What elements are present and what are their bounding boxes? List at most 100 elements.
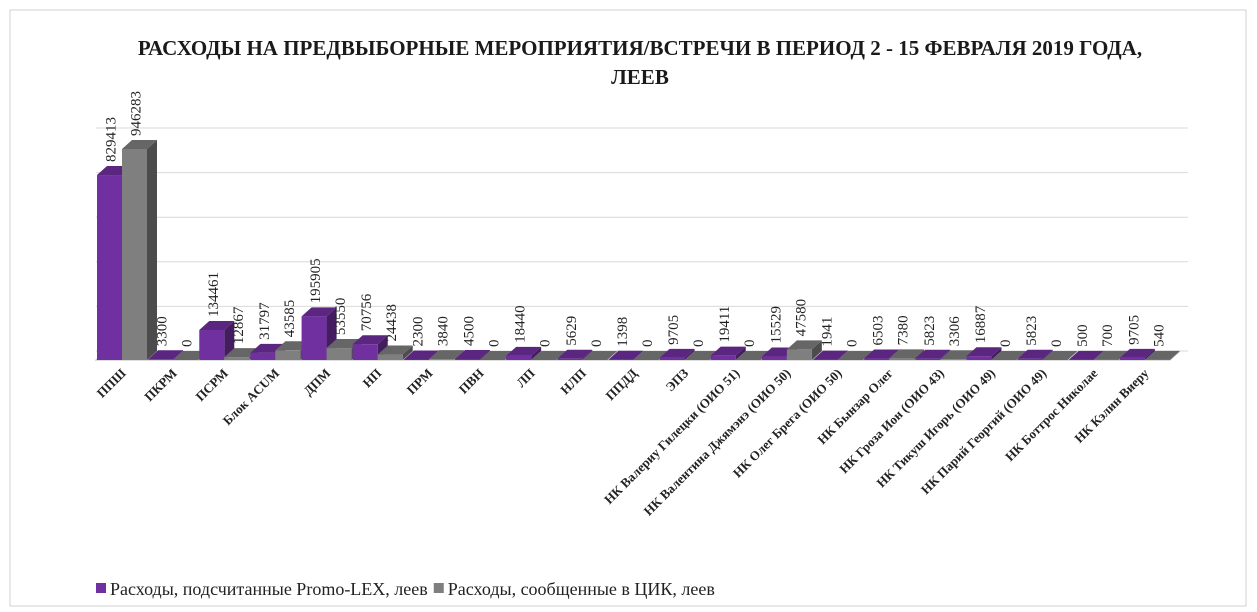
bar-top	[428, 350, 464, 360]
bar-top	[531, 351, 567, 360]
data-label: 31797	[257, 302, 273, 340]
bar-side	[224, 321, 235, 360]
bar-front	[377, 354, 403, 360]
bar	[991, 351, 1027, 360]
bar-top	[1042, 351, 1078, 360]
bar-front	[710, 355, 736, 360]
bar	[377, 345, 413, 360]
bar-top	[838, 351, 873, 360]
legend-swatch	[96, 583, 106, 593]
bar-top	[506, 346, 542, 356]
data-label: 946283	[129, 91, 145, 136]
bar-front	[455, 358, 480, 360]
data-label: 3840	[435, 316, 451, 346]
bar-side	[1169, 350, 1180, 360]
bar	[557, 349, 593, 360]
bar-top	[148, 350, 184, 360]
bar-front	[915, 358, 941, 360]
bar-top	[786, 340, 822, 350]
bar-side	[402, 345, 413, 360]
bar-top	[813, 350, 848, 360]
bar-top	[864, 349, 900, 359]
bar-side	[811, 340, 822, 360]
data-label: 5629	[564, 316, 580, 346]
bar-top	[301, 307, 337, 317]
data-label: 195905	[308, 258, 324, 303]
bar-top	[966, 347, 1002, 357]
bar-front	[940, 359, 966, 360]
bar-front	[97, 175, 122, 360]
bar-front	[786, 349, 812, 360]
bar-side	[633, 350, 644, 360]
data-label: 134461	[206, 272, 222, 317]
bar-front	[326, 348, 352, 360]
bar	[1017, 349, 1053, 360]
bar-front	[275, 350, 301, 360]
data-label: 19411	[717, 306, 733, 343]
bar-top	[1119, 348, 1155, 358]
bar-front	[557, 358, 583, 360]
bar-top	[1144, 350, 1180, 360]
bar-side	[838, 350, 848, 360]
bar-front	[352, 344, 378, 360]
data-label: 0	[640, 340, 656, 348]
legend-swatch	[433, 583, 444, 593]
bar-top	[455, 349, 490, 359]
bar	[1042, 351, 1078, 360]
bar-top	[659, 348, 695, 358]
data-label: 540	[1151, 324, 1167, 347]
legend-label: Расходы, подсчитанные Promo-LEX, леев	[110, 579, 428, 599]
bar-side	[684, 348, 695, 360]
bar-top	[352, 335, 388, 345]
bar-side	[453, 350, 464, 360]
bar-front	[506, 355, 532, 360]
data-label: 0	[1049, 340, 1065, 348]
bar-front	[1017, 358, 1043, 360]
data-label: 0	[487, 340, 503, 348]
bar-top	[991, 351, 1027, 360]
data-label: 0	[180, 340, 196, 348]
bar-top	[889, 349, 925, 359]
data-label: 2300	[410, 316, 426, 346]
bar-side	[173, 350, 184, 360]
bar-side	[914, 349, 925, 360]
bar-top	[199, 321, 235, 331]
data-label: 500	[1075, 324, 1091, 347]
bar-top	[915, 349, 951, 359]
chart-frame	[9, 9, 1247, 607]
bar-side	[531, 346, 542, 360]
data-label: 15529	[768, 306, 784, 344]
bar-side	[147, 139, 157, 360]
bar-top	[557, 349, 593, 359]
bar-front	[864, 358, 890, 360]
data-label: 24438	[384, 304, 400, 342]
data-label: 1398	[615, 317, 631, 347]
data-label: 3300	[155, 316, 171, 346]
bar-top	[710, 346, 746, 356]
bar	[428, 350, 464, 360]
bar	[199, 321, 235, 360]
bar	[1144, 350, 1180, 360]
data-label: 70756	[359, 293, 375, 331]
bar-top	[608, 350, 644, 360]
bar-top	[582, 351, 618, 360]
bar-front	[761, 356, 787, 360]
bar	[531, 351, 567, 360]
data-label: 7380	[896, 315, 912, 345]
bar-side	[1042, 349, 1053, 360]
data-label: 700	[1100, 324, 1116, 347]
data-label: 5823	[922, 316, 938, 346]
data-label: 0	[691, 340, 707, 348]
data-label: 1941	[820, 317, 836, 347]
data-label: 9705	[1126, 315, 1142, 345]
chart-title: РАСХОДЫ НА ПРЕДВЫБОРНЫЕ МЕРОПРИЯТИЯ/ВСТР…	[137, 36, 1143, 89]
data-label: 53550	[333, 298, 349, 336]
bar	[786, 340, 822, 360]
bar	[659, 348, 695, 360]
data-label: 0	[538, 340, 554, 348]
bar-side	[735, 346, 746, 360]
bar-front	[403, 359, 429, 360]
bar-side	[480, 349, 490, 360]
